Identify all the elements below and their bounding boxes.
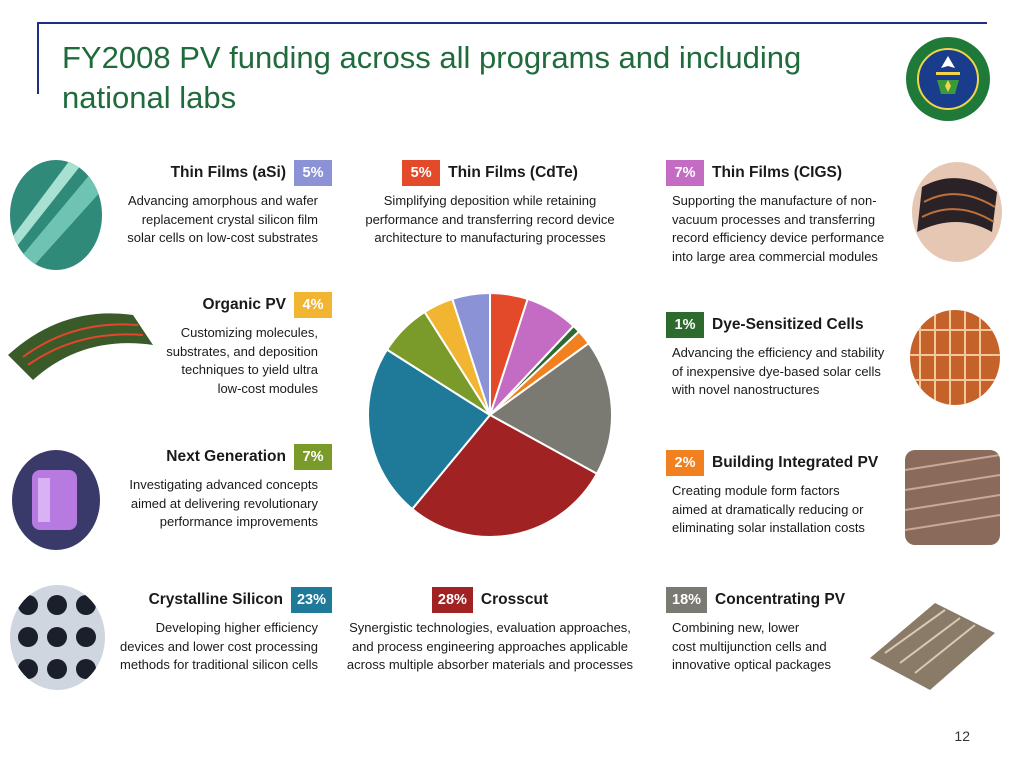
next-generation-photo: [12, 450, 100, 550]
card-name: Organic PV: [202, 296, 286, 313]
card-name: Building Integrated PV: [712, 454, 879, 471]
card-thin-films-asi: Thin Films (aSi) 5% Advancing amorphous …: [100, 160, 332, 260]
card-name: Concentrating PV: [715, 591, 846, 608]
percent-badge: 2%: [666, 450, 704, 476]
slide-title: FY2008 PV funding across all programs an…: [62, 40, 802, 115]
card-description: Creating module form factors aimed at dra…: [672, 483, 865, 535]
percent-badge: 1%: [666, 312, 704, 338]
card-description: Combining new, lower cost multijunction c…: [672, 620, 831, 672]
card-next-generation: Next Generation 7% Investigating advance…: [100, 444, 332, 544]
percent-badge: 7%: [294, 444, 332, 470]
card-building-integrated-pv: 2% Building Integrated PV Creating modul…: [666, 450, 901, 550]
dye-sensitized-photo: [910, 310, 1000, 405]
card-thin-films-cdte: 5% Thin Films (CdTe) Simplifying deposit…: [352, 160, 628, 260]
header-rule-left: [37, 22, 39, 94]
thin-film-cigs-photo: [912, 162, 1002, 262]
pie-slice-concentrating-pv: [488, 341, 613, 476]
card-description: Investigating advanced concepts aimed at …: [129, 477, 318, 529]
doe-seal-icon: [906, 37, 990, 121]
card-description: Supporting the manufacture of non-vacuum…: [672, 193, 885, 264]
card-name: Thin Films (CIGS): [712, 164, 843, 181]
card-description: Developing higher efficiency devices and …: [120, 620, 318, 672]
card-name: Crystalline Silicon: [148, 591, 283, 608]
pie-slice-crosscut: [410, 413, 599, 538]
percent-badge: 18%: [666, 587, 708, 613]
card-description: Simplifying deposition while retaining pe…: [365, 193, 615, 245]
card-name: Thin Films (aSi): [170, 164, 286, 181]
card-name: Crosscut: [480, 591, 549, 608]
card-crystalline-silicon: Crystalline Silicon 23% Developing highe…: [100, 587, 332, 687]
card-organic-pv: Organic PV 4% Customizing molecules, subs…: [140, 292, 332, 412]
card-concentrating-pv: 18% Concentrating PV Combining new, lowe…: [666, 587, 866, 687]
percent-badge: 23%: [290, 587, 332, 613]
page-number: 12: [954, 728, 970, 744]
card-name: Dye-Sensitized Cells: [712, 316, 864, 333]
pie-slice-crystalline-silicon: [367, 348, 492, 511]
percent-badge: 5%: [402, 160, 441, 186]
building-integrated-pv-photo: [905, 450, 1000, 545]
card-name: Next Generation: [166, 448, 286, 465]
card-description: Customizing molecules, substrates, and de…: [166, 325, 318, 396]
card-description: Advancing amorphous and wafer replacement…: [127, 193, 318, 245]
concentrating-pv-photo: [870, 603, 995, 690]
header-rule-top: [37, 22, 987, 24]
funding-pie-chart: [367, 291, 613, 538]
percent-badge: 5%: [294, 160, 332, 186]
organic-pv-photo: [8, 313, 153, 380]
crystalline-silicon-photo: [10, 585, 105, 690]
pie-slice-thin-films-asi: [451, 291, 491, 416]
card-description: Advancing the efficiency and stability of…: [672, 345, 885, 397]
card-dye-sensitized-cells: 1% Dye-Sensitized Cells Advancing the ef…: [666, 312, 911, 412]
percent-badge: 28%: [431, 587, 473, 613]
card-crosscut: 28% Crosscut Synergistic technologies, e…: [340, 587, 640, 687]
card-thin-films-cigs: 7% Thin Films (CIGS) Supporting the manu…: [666, 160, 911, 280]
percent-badge: 4%: [294, 292, 332, 318]
percent-badge: 7%: [666, 160, 704, 186]
card-description: Synergistic technologies, evaluation app…: [346, 620, 634, 672]
card-name: Thin Films (CdTe): [448, 164, 578, 181]
thin-film-asi-photo: [10, 160, 102, 270]
